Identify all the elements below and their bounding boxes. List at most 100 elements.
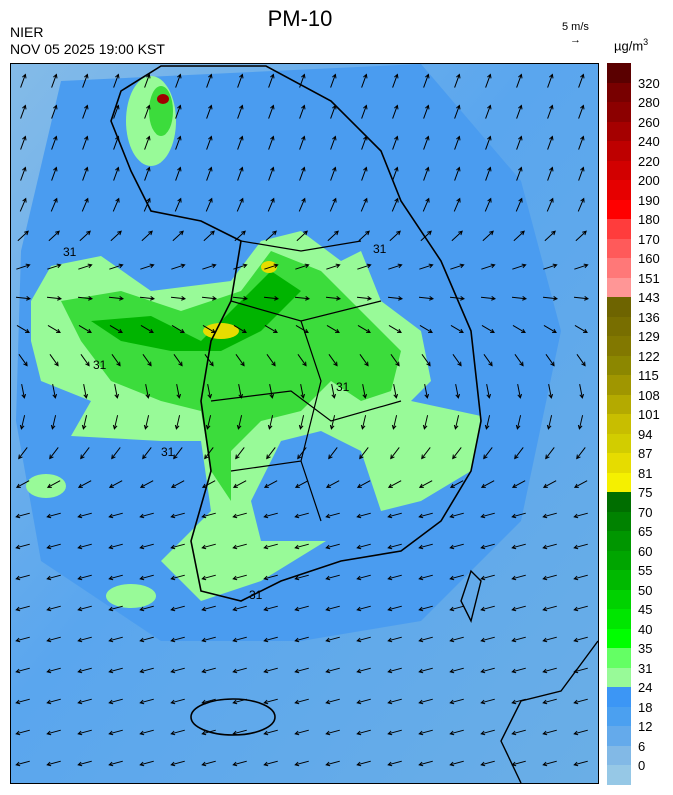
wind-arrow [111,354,121,367]
legend-label: 108 [638,387,660,403]
wind-arrow [418,480,433,488]
wind-arrow [139,605,154,612]
legend-label: 115 [638,368,659,383]
wind-arrow [480,543,495,550]
wind-arrow [232,760,247,767]
legend-label: 70 [638,504,653,520]
wind-arrow [486,384,492,399]
wind-arrow [207,384,213,399]
wind-arrow [294,296,310,301]
wind-arrow [359,447,369,460]
wind-arrow [356,296,372,301]
wind-arrow [294,480,309,488]
wind-arrow [451,230,463,242]
wind-arrow [482,230,494,242]
wind-arrow [47,325,61,334]
wind-arrow [329,197,337,212]
wind-arrow [325,605,340,612]
wind-arrow [201,698,216,705]
wind-arrow [236,415,243,430]
wind-arrow [449,605,464,612]
wind-arrow [46,760,61,767]
wind-arrow [511,543,526,550]
wind-arrow [484,415,491,430]
legend-swatch [607,648,631,668]
wind-arrow [15,760,30,767]
wind-arrow [294,667,309,674]
wind-arrow [452,447,462,460]
wind-arrow [139,729,154,736]
wind-arrow [449,512,464,519]
legend-label: 260 [638,114,660,130]
legend-label: 190 [638,192,660,208]
wind-arrow [46,698,61,705]
wind-arrow [325,296,341,301]
wind-arrow [170,698,185,705]
wind-arrow [299,73,306,88]
wind-arrow [296,230,308,242]
legend-label: 60 [638,543,653,559]
wind-arrow [110,230,122,242]
wind-arrow [237,166,244,181]
wind-arrow [143,415,150,430]
wind-arrow [111,447,121,460]
wind-arrow [421,354,431,367]
wind-arrow [514,354,524,367]
wind-arrow [388,263,403,270]
wind-arrow [390,354,400,367]
wind-arrow [542,512,557,519]
wind-arrow [140,263,155,270]
wind-arrow [573,296,589,301]
legend-label: 129 [638,329,660,344]
wind-arrow [234,230,246,242]
wind-arrow [295,263,310,270]
legend-swatch [607,706,631,726]
wind-arrow [174,197,182,212]
wind-arrow [46,729,61,736]
wind-scale-arrow-icon: → [570,34,581,46]
wind-arrow [203,230,215,242]
wind-arrow [480,512,495,519]
wind-arrow [547,135,554,150]
wind-arrow [362,384,368,399]
legend-swatch [607,687,631,707]
wind-arrow [263,605,278,612]
wind-arrow [170,605,185,612]
green-region-dark [91,271,301,351]
wind-arrow [77,543,92,550]
wind-arrow [108,512,123,519]
legend-swatch [607,531,631,551]
wind-arrow [77,636,92,643]
legend-label: 65 [638,524,653,539]
legend-label: 18 [638,699,653,715]
wind-arrow [545,447,555,460]
wind-arrow [449,698,464,705]
wind-arrow [543,325,557,334]
wind-arrow [454,104,461,119]
wind-arrow [295,325,309,334]
wind-arrow [139,574,154,581]
contour-label: 31 [336,380,350,394]
wind-arrow [356,760,371,767]
legend-swatch [607,63,631,83]
wind-arrow [20,166,27,181]
wind-arrow [485,135,492,150]
wind-arrow [573,605,588,612]
wind-arrow [108,296,124,301]
wind-arrow [77,296,93,301]
wind-arrow [573,636,588,643]
legend-swatch [607,609,631,629]
wind-arrow [108,480,123,488]
wind-arrow [82,104,89,119]
wind-arrow [511,698,526,705]
wind-arrow [175,135,182,150]
wind-arrow [418,636,433,643]
legend-label: 220 [638,153,660,169]
wind-arrow [170,667,185,674]
wind-arrow [578,166,585,181]
wind-arrow [204,447,214,460]
wind-arrow [201,667,216,674]
wind-arrow [483,447,493,460]
wind-arrow [516,166,523,181]
wind-arrow [46,543,61,550]
